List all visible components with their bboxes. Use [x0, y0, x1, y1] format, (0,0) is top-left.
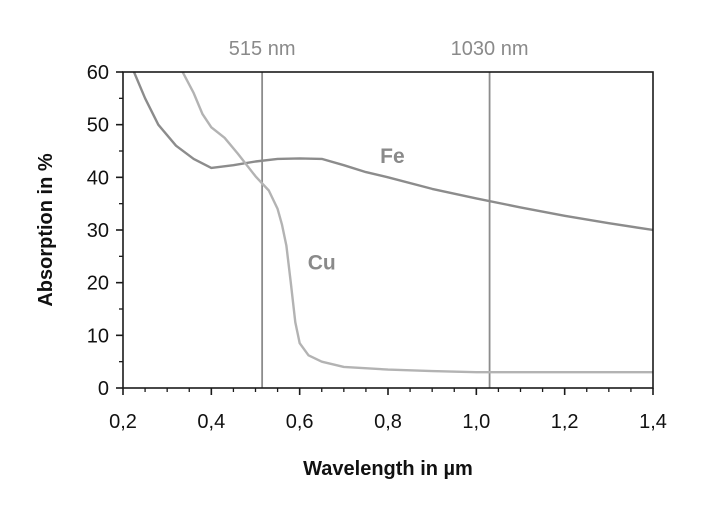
vline-label-515-nm: 515 nm — [229, 38, 296, 60]
series-label-fe: Fe — [380, 145, 405, 168]
x-tick-label: 0,2 — [109, 411, 137, 433]
series-line-fe — [132, 72, 653, 232]
x-tick-label: 1,2 — [551, 411, 579, 433]
x-tick-label: 1,0 — [462, 411, 490, 433]
y-tick-label: 60 — [87, 62, 109, 84]
x-tick-label: 0,4 — [197, 411, 225, 433]
y-axis-label: Absorption in % — [35, 153, 57, 307]
series-line-cu — [181, 72, 653, 374]
y-tick-label: 50 — [87, 115, 109, 137]
plot-frame — [122, 71, 654, 389]
reference-lines — [261, 72, 491, 388]
y-tick-label: 0 — [98, 378, 109, 400]
x-tick-label: 0,6 — [286, 411, 314, 433]
axes — [116, 71, 654, 395]
text-layer: 515 nm 1030 nm 0 10 20 30 40 50 60 0,2 0,4 0,6 0,8 1,… — [35, 38, 667, 480]
y-tick-label: 40 — [87, 167, 109, 189]
x-axis-label: Wavelength in µm — [303, 458, 473, 480]
x-tick-label: 0,8 — [374, 411, 402, 433]
y-tick-label: 20 — [87, 273, 109, 295]
x-tick-label: 1,4 — [639, 411, 667, 433]
series-label-cu: Cu — [308, 252, 336, 275]
vline-label-1030-nm: 1030 nm — [451, 38, 529, 60]
y-tick-label: 10 — [87, 325, 109, 347]
y-tick-label: 30 — [87, 220, 109, 242]
series-layer — [132, 72, 653, 374]
